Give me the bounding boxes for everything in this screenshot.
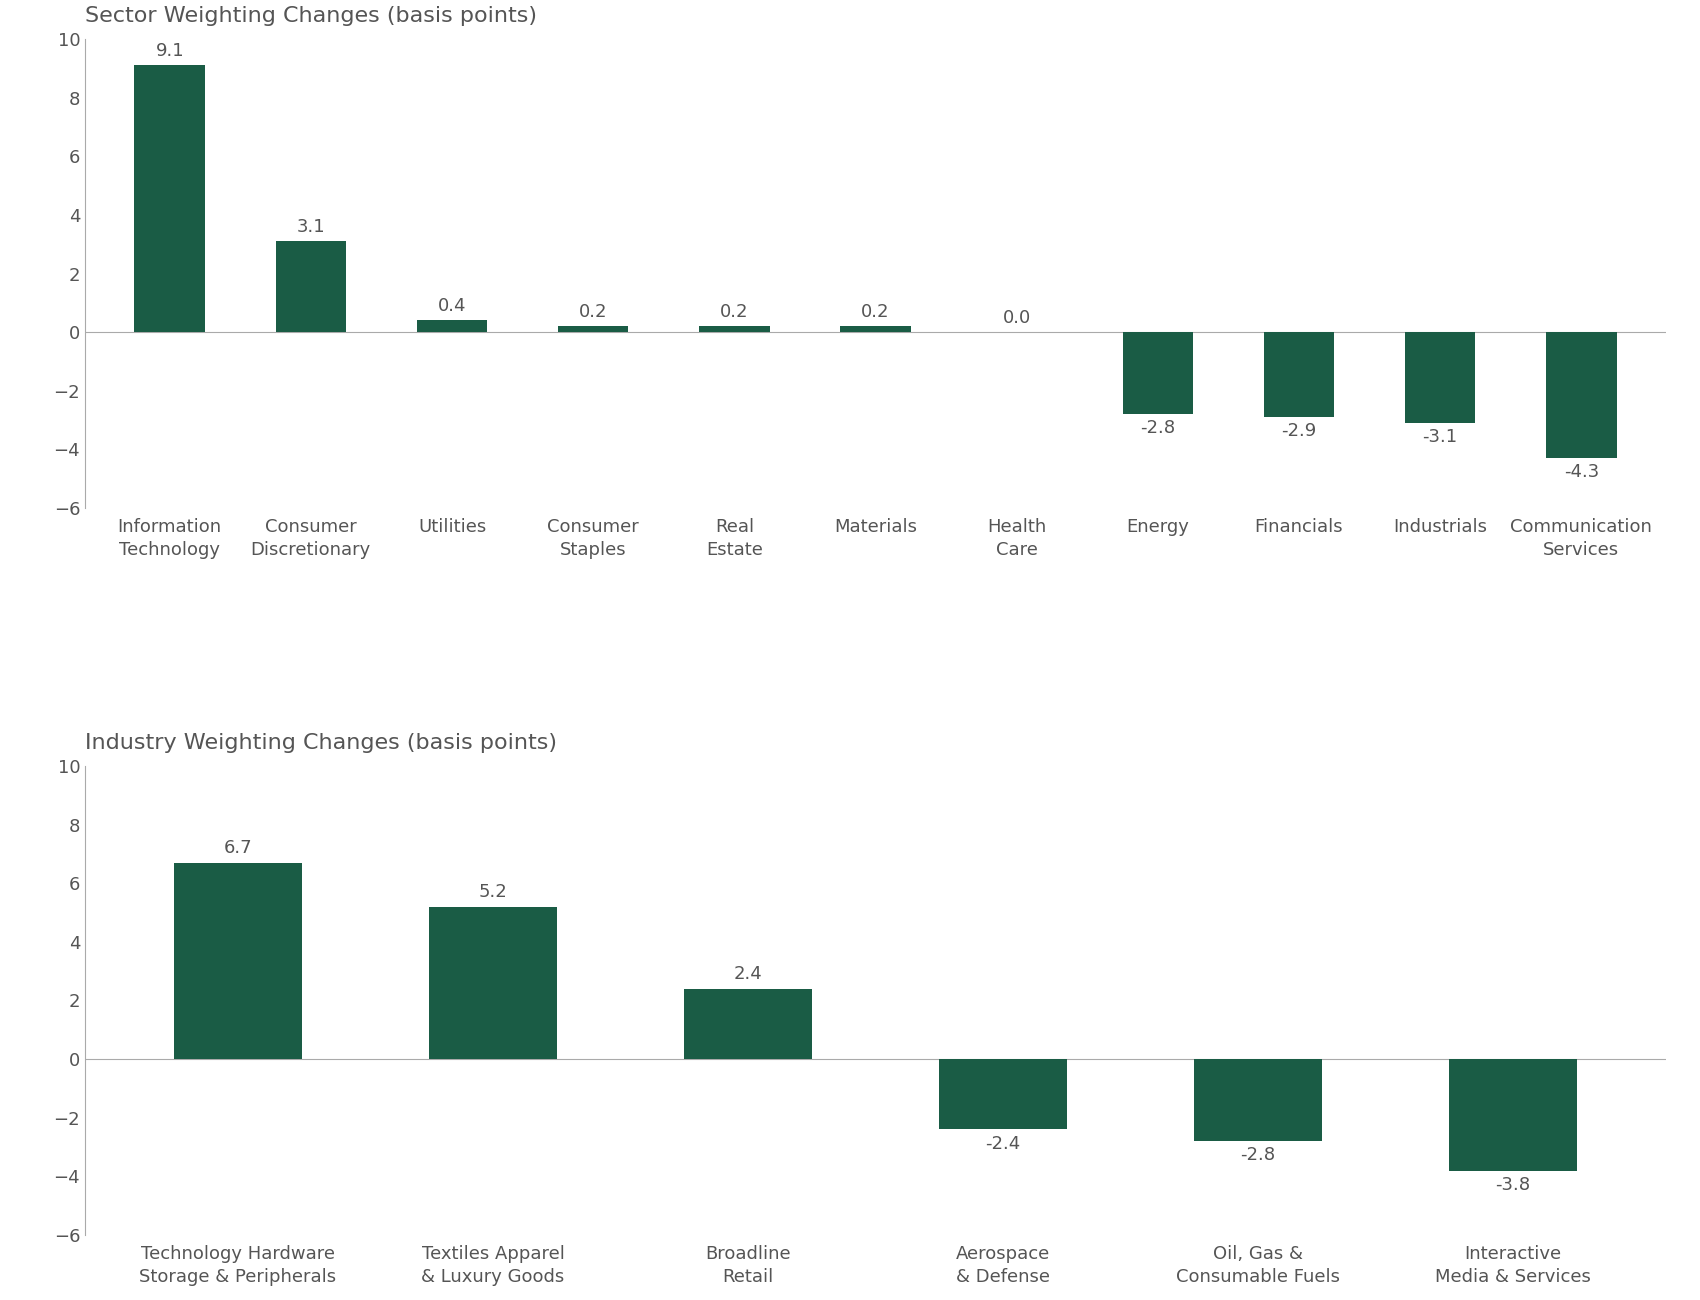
Text: 0.4: 0.4 <box>439 298 466 315</box>
Text: -2.8: -2.8 <box>1141 420 1175 438</box>
Bar <box>1448 1060 1578 1170</box>
Text: 0.2: 0.2 <box>721 303 748 321</box>
Text: -2.9: -2.9 <box>1282 422 1316 441</box>
Bar <box>428 906 558 1060</box>
Bar <box>416 320 488 332</box>
Text: -4.3: -4.3 <box>1564 464 1600 481</box>
Bar <box>1404 332 1476 422</box>
Bar <box>1263 332 1334 417</box>
Bar <box>558 326 629 332</box>
Text: 6.7: 6.7 <box>224 840 252 858</box>
Text: Industry Weighting Changes (basis points): Industry Weighting Changes (basis points… <box>85 733 558 753</box>
Text: -3.8: -3.8 <box>1496 1175 1530 1193</box>
Text: 9.1: 9.1 <box>155 42 184 60</box>
Text: 5.2: 5.2 <box>479 884 507 901</box>
Bar <box>1122 332 1193 415</box>
Text: 0.0: 0.0 <box>1003 309 1030 326</box>
Bar <box>938 1060 1068 1130</box>
Text: -3.1: -3.1 <box>1423 428 1457 446</box>
Bar <box>275 242 347 332</box>
Bar <box>1195 1060 1323 1141</box>
Text: Sector Weighting Changes (basis points): Sector Weighting Changes (basis points) <box>85 6 537 26</box>
Text: -2.4: -2.4 <box>986 1135 1020 1153</box>
Text: 0.2: 0.2 <box>580 303 607 321</box>
Bar <box>134 65 206 332</box>
Bar <box>683 989 813 1060</box>
Text: 0.2: 0.2 <box>862 303 889 321</box>
Bar <box>699 326 770 332</box>
Bar <box>1545 332 1617 458</box>
Text: -2.8: -2.8 <box>1241 1147 1275 1165</box>
Text: 2.4: 2.4 <box>734 966 762 984</box>
Bar <box>840 326 911 332</box>
Text: 3.1: 3.1 <box>296 218 325 237</box>
Bar <box>175 863 303 1060</box>
